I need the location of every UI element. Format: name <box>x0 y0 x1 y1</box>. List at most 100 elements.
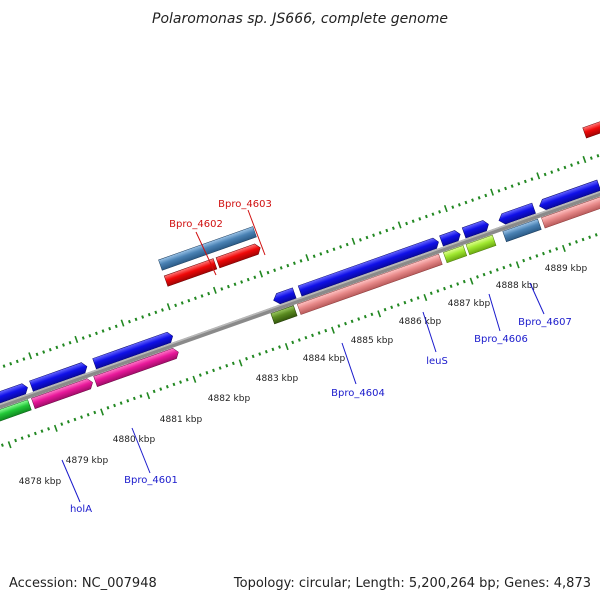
outer-minor-tick <box>88 333 92 338</box>
inner-minor-tick <box>27 434 31 438</box>
inner-minor-tick <box>179 380 182 384</box>
gene-forward-2[interactable] <box>29 361 89 392</box>
outer-minor-tick <box>35 352 39 357</box>
inner-minor-tick <box>370 312 374 317</box>
outer-minor-tick <box>457 203 461 207</box>
inner-major-tick <box>423 293 428 302</box>
gene-label-bpro4602[interactable]: Bpro_4602 <box>169 219 223 230</box>
gene-salmon-right[interactable] <box>541 195 600 229</box>
inner-minor-tick <box>317 331 321 335</box>
outer-major-tick <box>305 254 310 262</box>
outer-minor-tick <box>589 156 593 160</box>
gene-reverse-3[interactable] <box>538 179 600 211</box>
inner-minor-tick <box>152 389 156 394</box>
outer-minor-tick <box>530 177 534 181</box>
outer-minor-tick <box>497 189 501 193</box>
gene-label-bpro4606[interactable]: Bpro_4606 <box>474 334 528 345</box>
gene-reverse-1[interactable] <box>272 287 297 306</box>
outer-minor-tick <box>517 182 521 186</box>
inner-major-tick <box>331 326 335 334</box>
inner-minor-tick <box>80 415 84 419</box>
inner-scale-ticks <box>0 233 598 449</box>
gene-salmon-leus[interactable] <box>296 253 443 315</box>
kbp-label-4883: 4883 kbp <box>256 374 299 384</box>
inner-minor-tick <box>212 368 215 373</box>
inner-minor-tick <box>139 394 143 398</box>
outer-major-tick <box>536 172 541 180</box>
inner-minor-tick <box>588 235 592 239</box>
gene-label-bpro4604[interactable]: Bpro_4604 <box>331 388 385 399</box>
gene-green[interactable] <box>0 399 32 428</box>
feature-row-lower <box>0 195 600 428</box>
gene-steel-right[interactable] <box>502 218 542 243</box>
inner-minor-tick <box>555 247 559 251</box>
outer-minor-tick <box>101 329 105 333</box>
inner-minor-tick <box>264 349 268 354</box>
inner-major-tick <box>53 424 58 432</box>
gene-label-leus[interactable]: leuS <box>426 356 448 367</box>
outer-minor-tick <box>484 193 488 198</box>
gene-lime-bpro4606[interactable] <box>443 245 468 264</box>
gene-forward-1[interactable] <box>0 382 29 411</box>
gene-olive-bpro4604[interactable] <box>270 305 298 325</box>
outer-minor-tick <box>233 282 237 287</box>
inner-minor-tick <box>482 272 486 277</box>
inner-minor-tick <box>20 436 24 440</box>
gene-red-right[interactable] <box>582 118 600 139</box>
inner-minor-tick <box>489 270 493 275</box>
inner-minor-tick <box>33 431 37 436</box>
outer-minor-tick <box>438 210 442 214</box>
gene-reverse-2[interactable] <box>497 202 536 226</box>
gene-red-bpro4603[interactable] <box>215 243 262 269</box>
outer-minor-tick <box>128 319 131 324</box>
outer-minor-tick <box>161 308 164 312</box>
outer-minor-tick <box>42 350 46 354</box>
inner-major-tick <box>100 408 104 416</box>
gene-pink-2[interactable] <box>93 347 181 387</box>
gene-label-bpro4607[interactable]: Bpro_4607 <box>518 317 572 328</box>
gene-label-bpro4603[interactable]: Bpro_4603 <box>218 199 272 210</box>
gene-forward-4[interactable] <box>297 237 440 297</box>
inner-minor-tick <box>165 385 169 389</box>
inner-major-tick <box>284 343 289 351</box>
gene-red-bpro4602[interactable] <box>163 258 218 287</box>
inner-minor-tick <box>172 382 176 387</box>
outer-minor-tick <box>286 263 290 268</box>
kbp-label-4885: 4885 kbp <box>351 336 394 346</box>
gene-steel-bpro4602[interactable] <box>158 226 257 271</box>
inner-minor-tick <box>502 265 506 270</box>
outer-minor-tick <box>9 361 13 366</box>
kbp-label-4879: 4879 kbp <box>66 456 109 466</box>
inner-minor-tick <box>73 417 77 422</box>
inner-minor-tick <box>575 240 578 244</box>
genome-backbone <box>0 157 600 443</box>
gene-label-bpro4601[interactable]: Bpro_4601 <box>124 475 178 486</box>
outer-minor-tick <box>319 252 323 256</box>
outer-minor-tick <box>95 331 98 336</box>
inner-minor-tick <box>231 361 235 366</box>
outer-minor-tick <box>240 280 244 284</box>
gene-label-hola[interactable]: holA <box>70 504 92 515</box>
outer-minor-tick <box>325 249 329 254</box>
inner-major-tick <box>377 310 382 318</box>
gene-forward-3[interactable] <box>92 331 175 370</box>
inner-minor-tick <box>495 268 499 272</box>
outer-minor-tick <box>68 340 72 345</box>
inner-minor-tick <box>113 403 117 408</box>
inner-minor-tick <box>429 291 433 296</box>
outer-minor-tick <box>378 231 382 235</box>
inner-minor-tick <box>509 263 512 267</box>
outer-minor-tick <box>62 343 65 347</box>
gene-forward-5[interactable] <box>439 229 463 247</box>
gene-forward-6[interactable] <box>461 219 490 239</box>
inner-minor-tick <box>396 303 400 307</box>
inner-minor-tick <box>462 279 466 284</box>
outer-minor-tick <box>187 298 191 303</box>
inner-minor-tick <box>363 314 367 319</box>
outer-minor-tick <box>108 326 112 331</box>
gene-lime-bpro4607[interactable] <box>465 234 497 256</box>
inner-minor-tick <box>245 356 248 361</box>
gene-pink-1[interactable] <box>31 377 94 409</box>
inner-minor-tick <box>47 427 51 431</box>
